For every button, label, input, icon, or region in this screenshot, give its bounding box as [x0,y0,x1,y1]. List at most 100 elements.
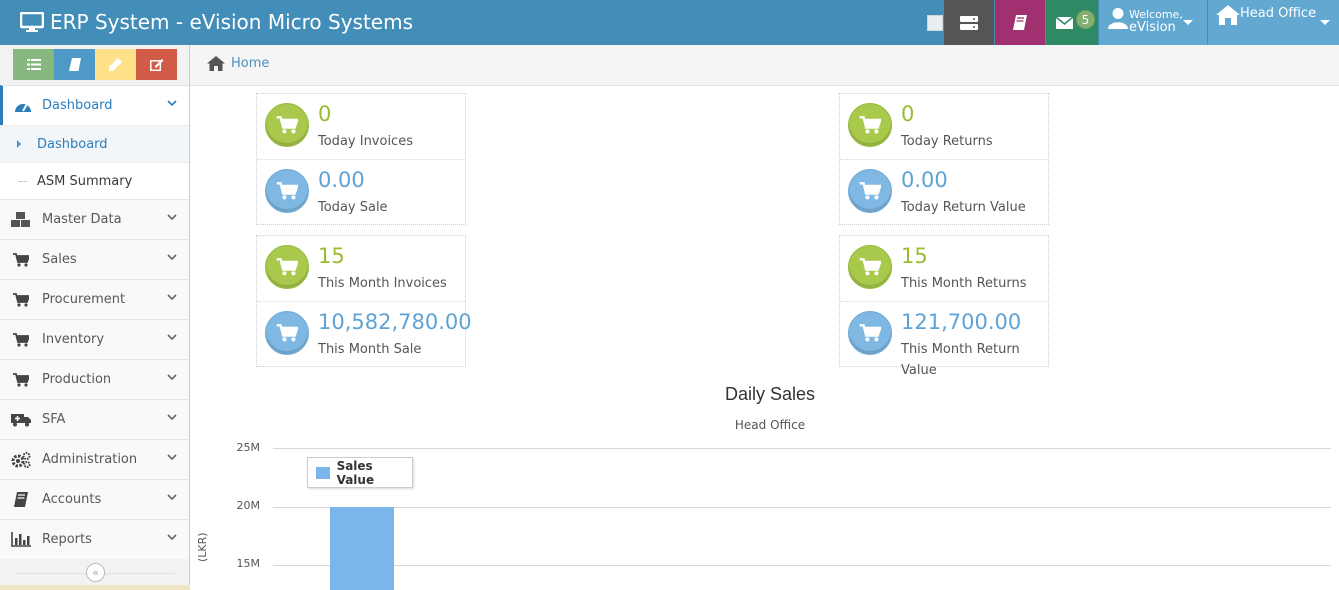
chevron-down-icon [167,494,177,501]
shortcut-list-button[interactable] [13,49,54,80]
sidebar-item-administration[interactable]: Administration [0,439,189,479]
y-tick-label: 15M [236,557,261,570]
stat-value: 0 [318,102,332,126]
submenu-label: ASM Summary [37,173,133,189]
submenu-item-dashboard[interactable]: Dashboard [0,125,189,162]
chart-legend[interactable]: Sales Value [307,457,413,488]
chevron-down-icon [1183,20,1193,25]
chart-gridline [273,507,1331,508]
sidebar-item-label: Master Data [42,212,122,227]
stat-today-return-value: 0.00 Today Return Value [840,159,1048,224]
sidebar-item-master-data[interactable]: Master Data [0,199,189,239]
stat-label: Today Returns [901,134,993,149]
user-menu[interactable]: Welcome, eVision [1099,0,1207,45]
sidebar-item-label: Production [42,372,112,387]
sidebar-item-accounts[interactable]: Accounts [0,479,189,519]
double-chevron-left-icon: « [92,566,99,579]
desktop-icon [20,12,44,32]
bottom-strip [0,585,190,590]
cart-icon [265,311,309,355]
stat-month-invoices: 15 This Month Invoices [257,236,465,301]
messages-badge: 5 [1076,10,1095,29]
cubes-icon [11,212,30,227]
cart-icon [13,372,29,387]
user-name: eVision [1129,20,1176,35]
stat-value: 0 [901,102,915,126]
stat-label: Today Sale [318,200,388,215]
sidebar-item-label: Administration [42,452,138,467]
month-stats-right: 15 This Month Returns 121,700.00 This Mo… [839,235,1049,378]
server-icon [960,15,978,30]
cart-icon [848,169,892,213]
legend-label: Sales Value [336,458,375,487]
today-stats-left: 0 Today Invoices 0.00 Today Sale [256,93,466,225]
app-brand[interactable]: ERP System - eVision Micro Systems [20,8,413,36]
office-label: Head Office [1240,6,1317,21]
home-icon [1216,5,1240,25]
submenu-item-asm-summary[interactable]: ASM Summary [0,162,189,199]
legend-swatch [316,466,330,479]
sidebar-item-dashboard[interactable]: Dashboard [0,85,189,125]
stat-today-sale: 0.00 Today Sale [257,159,465,224]
sidebar-item-label: SFA [42,412,66,427]
sidebar-collapse-button[interactable]: « [86,563,105,582]
cart-icon [848,311,892,355]
sidebar-item-label: Reports [42,532,92,547]
breadcrumb-home-label: Home [231,56,270,71]
chart-bar[interactable] [330,506,394,590]
cart-icon [848,103,892,147]
chevron-down-icon [167,414,177,421]
stat-value: 0.00 [901,168,948,192]
y-axis-label: (LKR) [196,532,209,562]
stat-label: This Month Return Value [901,342,1020,378]
shortcut-edit-button[interactable] [136,49,177,80]
book-icon [1013,15,1027,30]
chart-gridline [273,448,1331,449]
sidebar-item-procurement[interactable]: Procurement [0,279,189,319]
sidebar-item-production[interactable]: Production [0,359,189,399]
sidebar: Dashboard Dashboard ASM Summary Master D… [0,45,190,590]
bar-chart-icon [11,532,31,547]
y-tick-label: 25M [236,441,261,454]
sidebar-nav: Dashboard Dashboard ASM Summary Master D… [0,85,189,559]
edit-icon [149,59,163,71]
stat-value: 0.00 [318,168,365,192]
stat-month-returns: 15 This Month Returns [840,236,1048,301]
sidebar-shortcuts [13,49,177,80]
chevron-down-icon [167,254,177,261]
sidebar-item-inventory[interactable]: Inventory [0,319,189,359]
top-navbar: ERP System - eVision Micro Systems 5 Wel… [0,0,1339,45]
sidebar-item-sfa[interactable]: SFA [0,399,189,439]
stat-label: This Month Sale [318,342,422,357]
chevron-down-icon [167,294,177,301]
sidebar-item-label: Dashboard [42,98,113,113]
today-stats-right: 0 Today Returns 0.00 Today Return Value [839,93,1049,225]
shortcut-book-button[interactable] [54,49,95,80]
sidebar-item-label: Sales [42,252,77,267]
messages-button[interactable]: 5 [1046,0,1098,45]
tasks-button[interactable] [944,0,994,45]
sidebar-item-reports[interactable]: Reports [0,519,189,559]
cart-icon [265,245,309,289]
breadcrumb: Home [190,45,1339,86]
ambulance-icon [11,413,31,426]
stat-label: Today Return Value [901,200,1026,215]
chevron-down-icon [167,374,177,381]
cogs-icon [11,451,31,468]
home-icon [207,56,225,71]
stat-today-invoices: 0 Today Invoices [257,94,465,159]
notebook-button[interactable] [995,0,1045,45]
stat-value: 15 [318,244,345,268]
chart-title: Daily Sales [724,384,816,404]
office-menu[interactable]: Head Office [1208,0,1339,45]
chevron-down-icon [1320,20,1330,25]
sidebar-item-sales[interactable]: Sales [0,239,189,279]
sidebar-item-label: Procurement [42,292,126,307]
user-info: Welcome, eVision [1129,8,1183,34]
stat-label: Today Invoices [318,134,413,149]
cart-icon [13,292,29,307]
shortcut-pencil-button[interactable] [95,49,136,80]
y-tick-label: 20M [236,499,261,512]
breadcrumb-home[interactable]: Home [207,56,269,71]
broken-image-icon [927,15,943,31]
